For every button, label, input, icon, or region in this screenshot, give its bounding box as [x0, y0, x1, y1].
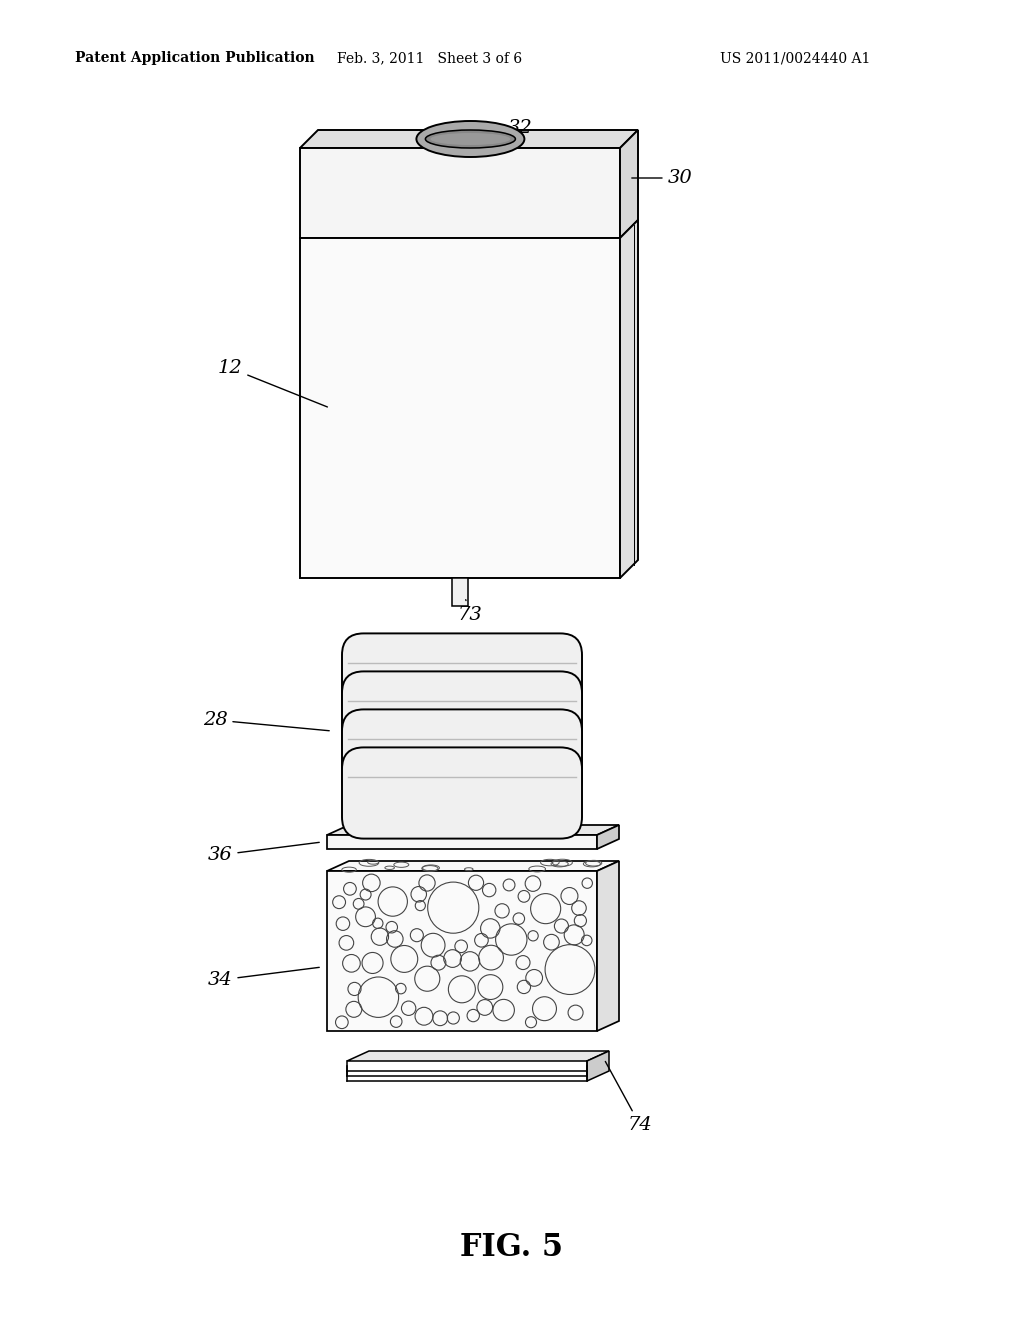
Polygon shape — [300, 148, 620, 238]
Polygon shape — [597, 825, 618, 849]
Polygon shape — [620, 220, 638, 578]
Text: 32: 32 — [443, 119, 532, 137]
Polygon shape — [620, 129, 638, 238]
Polygon shape — [327, 836, 597, 849]
Text: 12: 12 — [218, 359, 328, 407]
Bar — [452, 578, 468, 606]
Text: 74: 74 — [605, 1061, 652, 1134]
Text: Feb. 3, 2011   Sheet 3 of 6: Feb. 3, 2011 Sheet 3 of 6 — [338, 51, 522, 65]
Ellipse shape — [430, 133, 510, 145]
Polygon shape — [327, 825, 618, 836]
FancyBboxPatch shape — [342, 747, 582, 838]
Polygon shape — [597, 861, 618, 1031]
Ellipse shape — [417, 121, 524, 157]
Polygon shape — [327, 861, 618, 871]
FancyBboxPatch shape — [342, 672, 582, 763]
Text: 36: 36 — [208, 842, 319, 865]
Text: 34: 34 — [208, 968, 319, 989]
Text: 30: 30 — [632, 169, 692, 187]
Text: Patent Application Publication: Patent Application Publication — [75, 51, 314, 65]
FancyBboxPatch shape — [342, 634, 582, 725]
FancyBboxPatch shape — [342, 709, 582, 801]
Polygon shape — [300, 238, 620, 578]
Polygon shape — [587, 1051, 609, 1081]
Text: FIG. 5: FIG. 5 — [461, 1233, 563, 1263]
Text: 73: 73 — [458, 599, 482, 624]
Ellipse shape — [425, 129, 515, 148]
Polygon shape — [300, 129, 638, 148]
Text: 28: 28 — [203, 711, 330, 731]
Polygon shape — [327, 871, 597, 1031]
Polygon shape — [347, 1051, 609, 1061]
Text: US 2011/0024440 A1: US 2011/0024440 A1 — [720, 51, 870, 65]
